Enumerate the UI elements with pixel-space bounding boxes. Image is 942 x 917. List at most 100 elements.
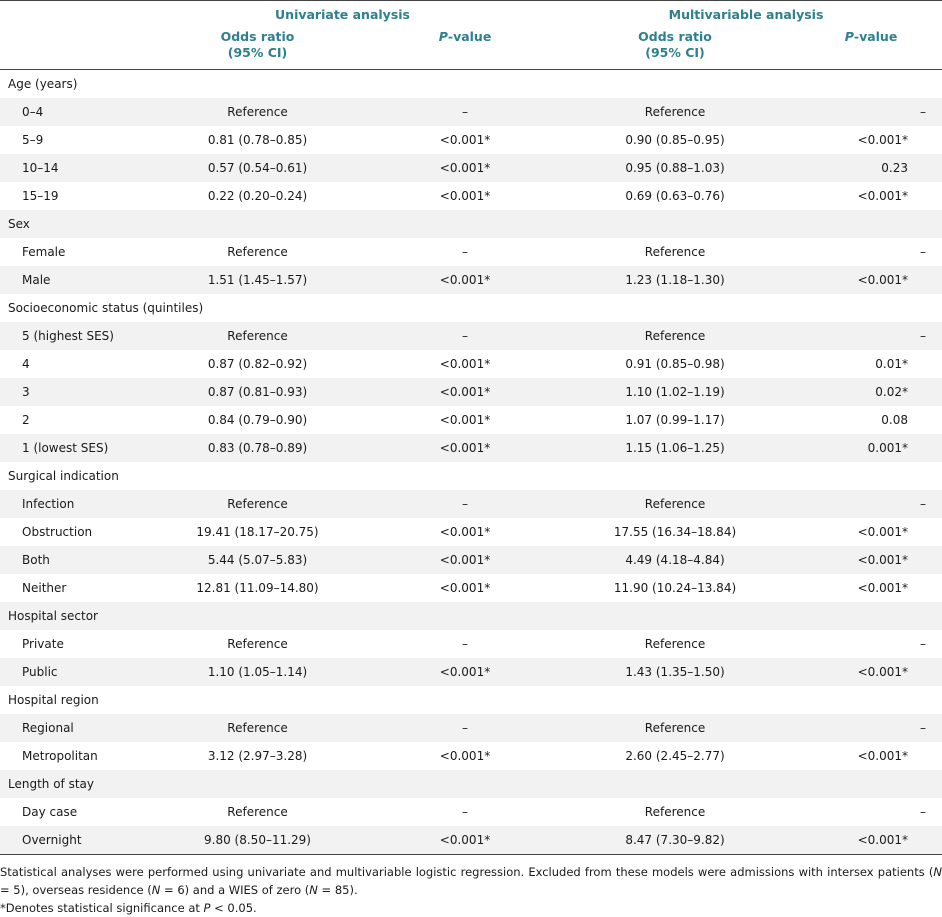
table-row: Public 1.10 (1.05–1.14) <0.001* 1.43 (1.35–… — [0, 658, 942, 686]
multivariable-p-value: – — [800, 98, 942, 126]
ci-label: (95% CI) — [227, 45, 288, 60]
multivariable-p-value: <0.001* — [857, 581, 909, 595]
multivariable-p-value: <0.001* — [857, 749, 909, 763]
table-row: 1 (lowest SES) 0.83 (0.78–0.89) <0.001* 1.1… — [0, 434, 942, 462]
row-label: 1 (lowest SES) — [0, 434, 135, 462]
univariate-p-value: <0.001* — [380, 378, 551, 406]
univariate-p-value: <0.001* — [380, 546, 551, 574]
footnote-text: = 85). — [317, 883, 358, 897]
footnote-significance: *Denotes statistical significance at P <… — [0, 899, 942, 917]
multivariable-p-value: <0.001* — [857, 189, 909, 203]
row-label: Male — [0, 266, 135, 294]
univariate-odds-ratio: 1.51 (1.45–1.57) — [135, 266, 380, 294]
row-label: Infection — [0, 490, 135, 518]
univariate-odds-ratio: Reference — [135, 98, 380, 126]
category-row: Sex — [0, 210, 942, 238]
row-label: Day case — [22, 805, 78, 819]
footnote-n: N — [933, 865, 942, 879]
multivariable-odds-ratio: 2.60 (2.45–2.77) — [625, 749, 725, 763]
univariate-odds-ratio: Reference — [135, 490, 380, 518]
footnote-n: N — [151, 883, 161, 897]
footnote-methods: Statistical analyses were performed usin… — [0, 863, 942, 899]
multivariable-p-value: <0.001* — [857, 133, 909, 147]
table-row: Male 1.51 (1.45–1.57) <0.001* 1.23 (1.18–1.… — [0, 266, 942, 294]
row-label: 15–19 — [22, 189, 59, 203]
multivariable-odds-ratio: Reference — [550, 714, 801, 742]
row-label: 0–4 — [0, 98, 135, 126]
multivariable-odds-ratio: 1.07 (0.99–1.17) — [625, 413, 725, 427]
multivariable-p-value: – — [920, 805, 927, 819]
multivariable-header: Multivariable analysis — [668, 7, 824, 22]
footnote-text: *Denotes statistical significance at — [0, 901, 204, 915]
univariate-odds-ratio: 12.81 (11.09–14.80) — [196, 581, 319, 595]
table-row: 15–19 0.22 (0.20–0.24) <0.001* 0.69 (0.63–0… — [0, 182, 942, 210]
univariate-p-value: <0.001* — [439, 133, 491, 147]
univariate-p-value: – — [462, 245, 468, 259]
multivariable-p-value: 0.23 — [800, 154, 942, 182]
row-label: Overnight — [0, 826, 135, 855]
category-label: Hospital sector — [0, 602, 942, 630]
category-label: Hospital region — [8, 693, 99, 707]
multivariable-p-value: <0.001* — [800, 546, 942, 574]
univariate-p-value: – — [380, 322, 551, 350]
category-row: Length of stay — [0, 770, 942, 798]
univariate-p-value: – — [380, 98, 551, 126]
category-label: Socioeconomic status (quintiles) — [8, 301, 204, 315]
univariate-odds-ratio: 19.41 (18.17–20.75) — [196, 525, 319, 539]
row-label: 10–14 — [0, 154, 135, 182]
ci-label: (95% CI) — [645, 45, 705, 60]
univariate-p-value: <0.001* — [439, 525, 491, 539]
multivariable-odds-ratio: 1.10 (1.02–1.19) — [550, 378, 801, 406]
multivariable-odds-ratio: 0.90 (0.85–0.95) — [625, 133, 725, 147]
table-row: Metropolitan 3.12 (2.97–3.28) <0.001* 2.60 … — [0, 742, 942, 770]
univariate-odds-ratio: Reference — [135, 322, 380, 350]
univariate-p-value: – — [462, 637, 468, 651]
row-label: Regional — [0, 714, 135, 742]
row-label: 5–9 — [22, 133, 44, 147]
p-label: P — [844, 29, 854, 44]
multivariable-odds-ratio: 0.91 (0.85–0.98) — [625, 357, 725, 371]
multivariable-p-value: 0.08 — [881, 413, 909, 427]
multivariable-odds-ratio: 1.15 (1.06–1.25) — [550, 434, 801, 462]
univariate-odds-ratio: 3.12 (2.97–3.28) — [207, 749, 308, 763]
univariate-odds-ratio: 0.57 (0.54–0.61) — [135, 154, 380, 182]
category-row: Age (years) — [0, 70, 942, 99]
table-row: Infection Reference – Reference – — [0, 490, 942, 518]
table-body: Age (years) 0–4 Reference – Reference –5–9 0.8… — [0, 70, 942, 855]
univariate-p-value: – — [380, 490, 551, 518]
table-row: Day case Reference – Reference – — [0, 798, 942, 826]
category-row: Hospital sector — [0, 602, 942, 630]
multivariable-odds-ratio: 0.95 (0.88–1.03) — [550, 154, 801, 182]
multivariable-p-value: <0.001* — [800, 266, 942, 294]
multivariable-odds-ratio: 8.47 (7.30–9.82) — [550, 826, 801, 855]
table-row: 5 (highest SES) Reference – Reference – — [0, 322, 942, 350]
category-label: Surgical indication — [8, 469, 119, 483]
category-row: Hospital region — [0, 686, 942, 714]
multivariable-p-value-header: P-value — [800, 29, 942, 70]
row-label: 5 (highest SES) — [0, 322, 135, 350]
univariate-p-value: <0.001* — [380, 434, 551, 462]
footnote-text: = 6) and a WIES of zero ( — [160, 883, 310, 897]
univariate-p-value: <0.001* — [439, 581, 491, 595]
univariate-odds-ratio: Reference — [135, 714, 380, 742]
row-label: Both — [0, 546, 135, 574]
table-row: Both 5.44 (5.07–5.83) <0.001* 4.49 (4.18–4.… — [0, 546, 942, 574]
table-row: Female Reference – Reference – — [0, 238, 942, 266]
multivariable-odds-ratio: Reference — [550, 322, 801, 350]
row-label: 2 — [22, 413, 30, 427]
univariate-p-value: <0.001* — [380, 266, 551, 294]
univariate-odds-ratio: 0.83 (0.78–0.89) — [135, 434, 380, 462]
univariate-p-value: <0.001* — [439, 413, 491, 427]
multivariable-p-value: – — [800, 490, 942, 518]
univariate-p-value: <0.001* — [439, 357, 491, 371]
category-row: Socioeconomic status (quintiles) — [0, 294, 942, 322]
multivariable-odds-ratio: 11.90 (10.24–13.84) — [613, 581, 737, 595]
univariate-odds-ratio: 9.80 (8.50–11.29) — [135, 826, 380, 855]
univariate-p-value: <0.001* — [380, 826, 551, 855]
table-row: 4 0.87 (0.82–0.92) <0.001* 0.91 (0.85–0.98)… — [0, 350, 942, 378]
univariate-p-value: <0.001* — [439, 189, 491, 203]
table-row: Neither 12.81 (11.09–14.80) <0.001* 11.90 (… — [0, 574, 942, 602]
table-row: 0–4 Reference – Reference – — [0, 98, 942, 126]
univariate-odds-ratio: 0.87 (0.82–0.92) — [207, 357, 308, 371]
